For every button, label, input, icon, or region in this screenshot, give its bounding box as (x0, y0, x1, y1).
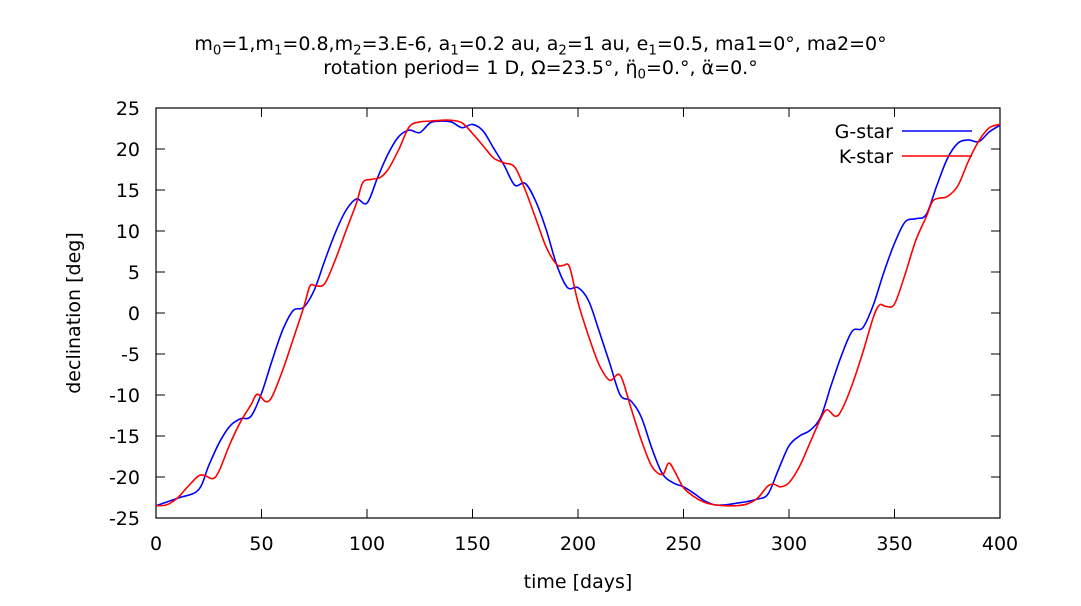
y-tick-label: 25 (116, 98, 140, 120)
title_line1-part: 2 (353, 43, 362, 59)
title_line1-part: =0.8,m (282, 33, 354, 55)
legend-label-k-star: K-star (839, 146, 893, 168)
x-tick-label: 50 (249, 533, 273, 555)
axis-ticks: 0 50 100 150 200 250 300 350 400 -25 -20 -15 -10 -5 0 5… (109, 98, 1018, 555)
x-tick-label: 150 (454, 533, 490, 555)
y-tick-label: -20 (109, 467, 140, 489)
chart-title-line2: rotation period= 1 D, Ω=23.5°, η̈0=0.°, … (0, 56, 1081, 83)
x-tick-label: 300 (771, 533, 807, 555)
title_line1-part: 1 (450, 43, 459, 59)
title_line1-part: =0.2 au, a (458, 33, 559, 55)
title_line1-part: =3.E-6, a (361, 33, 451, 55)
y-axis-label: declination [deg] (63, 232, 85, 394)
legend-label-g-star: G-star (835, 121, 894, 143)
series-line-g-star (155, 120, 1001, 507)
title_line2-part: 0 (637, 67, 646, 83)
title_line1-part: m (194, 33, 213, 55)
x-tick-label: 400 (982, 533, 1018, 555)
y-tick-label: -25 (109, 508, 140, 530)
title_line1-part: =0.5, ma1=0°, ma2=0° (656, 33, 887, 55)
legend: G-star K-star (835, 121, 972, 168)
chart-title-line1: m0=1,m1=0.8,m2=3.E-6, a1=0.2 au, a2=1 au… (0, 32, 1081, 59)
title_line1-part: 1 (648, 43, 657, 59)
y-tick-label: -5 (121, 344, 140, 366)
title_line1-part: =1,m (221, 33, 274, 55)
y-tick-label: 5 (128, 262, 140, 284)
series-layer (155, 119, 1001, 507)
title_line1-part: 0 (212, 43, 222, 59)
x-tick-label: 250 (665, 533, 701, 555)
x-tick-label: 0 (150, 533, 162, 555)
x-tick-label: 350 (876, 533, 912, 555)
title_line1-part: =1 au, e (566, 33, 649, 55)
y-tick-label: 10 (116, 221, 140, 243)
title_line1-part: 2 (558, 43, 567, 59)
y-tick-label: 20 (116, 139, 140, 161)
title_line2-part: rotation period= 1 D, Ω=23.5°, η̈ (323, 57, 638, 79)
x-axis-label: time [days] (524, 571, 633, 593)
x-tick-label: 200 (560, 533, 596, 555)
series-line-k-star (155, 119, 1001, 507)
plot-frame (155, 107, 1001, 519)
title_line2-part: =0.°, α̈=0.° (646, 57, 758, 79)
title_line1-part: 1 (273, 43, 283, 59)
x-tick-label: 100 (349, 533, 385, 555)
y-tick-label: 15 (116, 180, 140, 202)
y-tick-label: 0 (128, 303, 140, 325)
y-tick-label: -10 (109, 385, 140, 407)
y-tick-label: -15 (109, 426, 140, 448)
